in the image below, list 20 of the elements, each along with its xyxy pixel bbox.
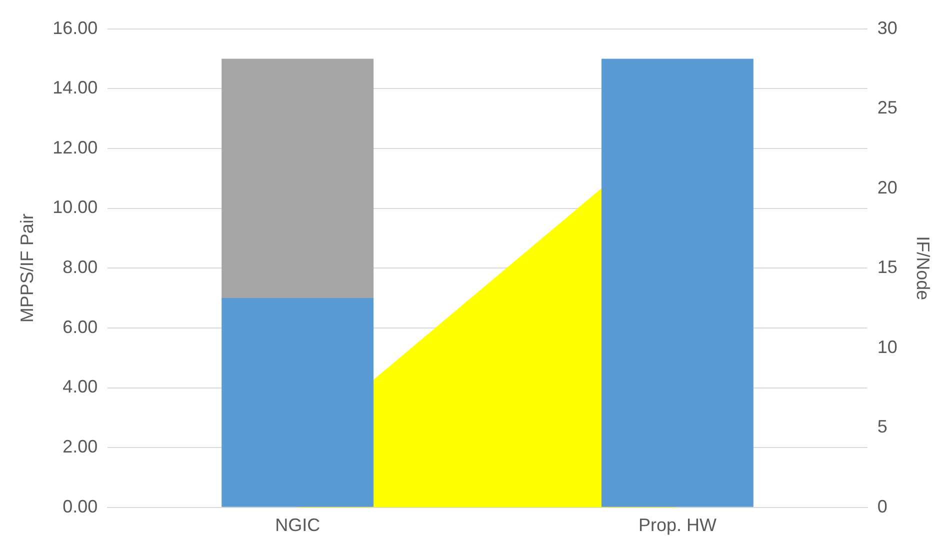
y2-axis-title: IF/Node (913, 236, 934, 300)
y2-tick-label: 25 (877, 98, 898, 118)
y2-tick-label: 20 (877, 177, 898, 198)
y-tick-label: 6.00 (62, 316, 98, 337)
x-tick-label: Prop. HW (638, 515, 716, 536)
y-axis-title: MPPS/IF Pair (16, 214, 37, 323)
y2-tick-label: 30 (877, 18, 898, 38)
y-tick-label: 4.00 (62, 376, 98, 397)
y-tick-label: 10.00 (52, 197, 98, 218)
y-tick-label: 0.00 (62, 496, 98, 516)
x-tick-label: NGIC (275, 515, 320, 536)
y-tick-label: 2.00 (62, 436, 98, 457)
y-tick-label: 8.00 (62, 257, 98, 278)
y-tick-label: 16.00 (52, 18, 98, 38)
y2-tick-label: 10 (877, 336, 898, 357)
y-tick-label: 12.00 (52, 137, 98, 158)
y-tick-label: 14.00 (52, 78, 98, 98)
y2-tick-label: 0 (877, 496, 888, 516)
y2-tick-label: 15 (877, 257, 898, 278)
y2-tick-label: 5 (877, 416, 888, 437)
